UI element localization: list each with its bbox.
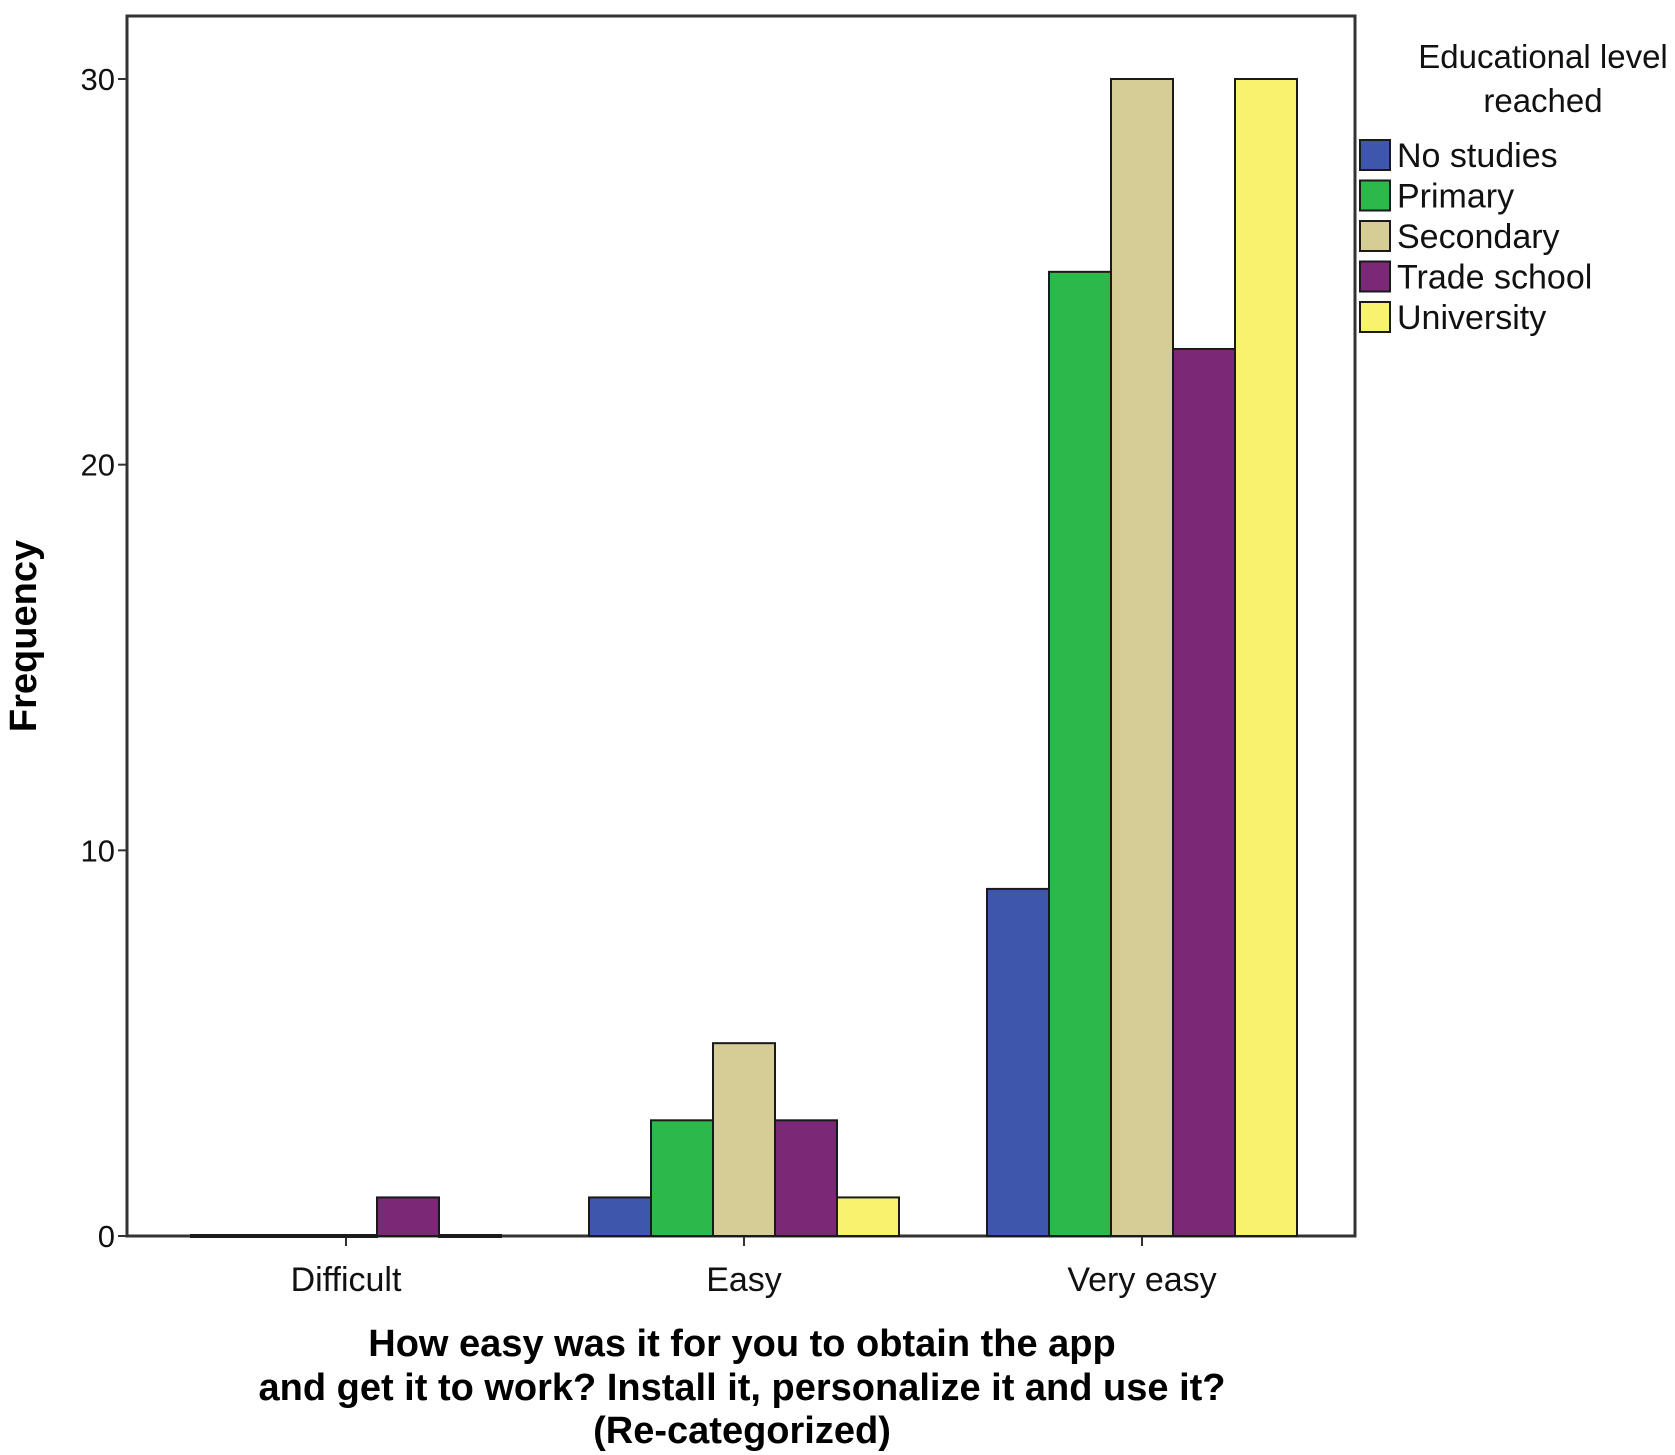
legend-title-line-2: reached <box>1483 82 1602 119</box>
bar-0-3 <box>376 1196 440 1238</box>
y-tick-label-3: 30 <box>81 62 115 97</box>
y-tick-label-2: 20 <box>81 448 115 483</box>
bars-group <box>190 78 1298 1238</box>
x-axis-title-line-3: (Re-categorized) <box>593 1410 891 1452</box>
bar-1-2 <box>712 1042 776 1237</box>
bar-0-2 <box>314 1234 378 1238</box>
x-axis-title-line-1: How easy was it for you to obtain the ap… <box>368 1323 1115 1365</box>
legend-swatch-2 <box>1359 220 1391 252</box>
x-tick-label-0: Difficult <box>291 1261 402 1299</box>
bar-1-4 <box>836 1196 900 1238</box>
legend-swatch-3 <box>1359 260 1391 293</box>
bar-2-4 <box>1234 78 1298 1237</box>
y-tick-label-1: 10 <box>81 833 115 868</box>
bar-2-0 <box>986 887 1050 1238</box>
bar-2-3 <box>1172 347 1236 1237</box>
bar-1-1 <box>650 1119 714 1238</box>
y-tick-label-0: 0 <box>98 1219 115 1254</box>
bar-2-1 <box>1048 270 1112 1238</box>
legend-label-1: Primary <box>1397 178 1514 216</box>
x-axis-title-line-2: and get it to work? Install it, personal… <box>259 1367 1226 1409</box>
bar-1-3 <box>774 1119 838 1238</box>
y-axis-title: Frequency <box>3 540 45 732</box>
bar-1-0 <box>588 1196 652 1238</box>
legend-label-4: University <box>1397 299 1546 337</box>
legend: Educational level reached No studiesPrim… <box>1359 38 1668 337</box>
legend-swatch-0 <box>1359 139 1391 171</box>
legend-label-2: Secondary <box>1397 218 1560 256</box>
bar-0-0 <box>190 1234 254 1238</box>
legend-swatch-4 <box>1359 301 1391 333</box>
legend-label-0: No studies <box>1397 137 1558 175</box>
x-tick-label-2: Very easy <box>1067 1261 1216 1299</box>
legend-title-line-1: Educational level <box>1418 38 1668 75</box>
bar-0-1 <box>252 1234 316 1238</box>
x-axis: Difficult Easy Very easy <box>127 1234 1355 1299</box>
legend-label-3: Trade school <box>1397 259 1592 297</box>
y-axis: 0 10 20 30 <box>81 62 127 1254</box>
legend-swatch-1 <box>1359 179 1391 212</box>
bar-0-4 <box>438 1234 502 1238</box>
x-tick-label-1: Easy <box>706 1261 782 1299</box>
bar-2-2 <box>1110 78 1174 1237</box>
